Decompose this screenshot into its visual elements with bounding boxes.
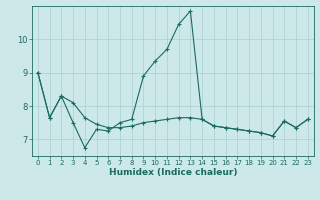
X-axis label: Humidex (Indice chaleur): Humidex (Indice chaleur) — [108, 168, 237, 177]
